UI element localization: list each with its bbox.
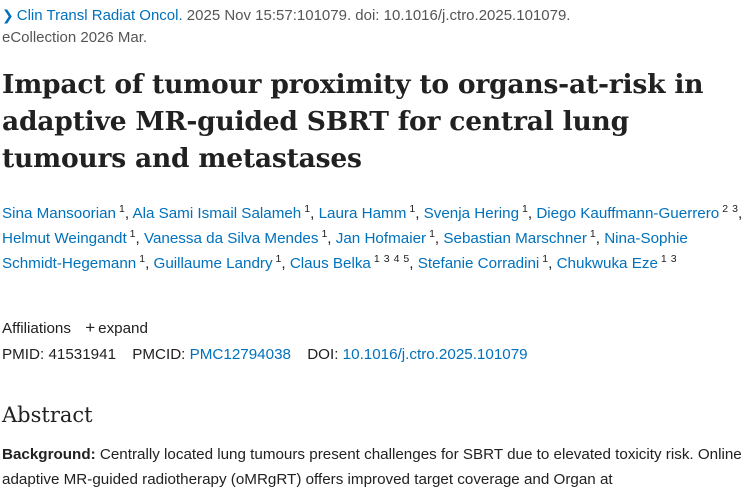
affiliation-number[interactable]: 4 — [393, 253, 400, 265]
author-link[interactable]: Nina-Sophie Schmidt-Hegemann — [2, 230, 688, 272]
affiliation-number[interactable]: 3 — [383, 253, 390, 265]
article-title: Impact of tumour proximity to organs-at-… — [2, 69, 704, 174]
abstract-text: Background: Centrally located lung tumou… — [2, 442, 750, 492]
affiliation-number[interactable]: 1 — [409, 203, 416, 215]
affiliation-numbers: 1 — [542, 253, 548, 265]
affiliation-number[interactable]: 1 — [660, 253, 667, 265]
affiliation-number[interactable]: 1 — [304, 203, 311, 215]
author-link[interactable]: Helmut Weingandt — [2, 230, 127, 247]
affiliation-number[interactable]: 1 — [522, 203, 528, 215]
author-entry: Svenja Hering 1 — [423, 203, 528, 222]
affiliation-number[interactable]: 1 — [429, 228, 435, 240]
affiliation-numbers: 1 — [522, 203, 528, 215]
author-list: Sina Mansoorian 1, Ala Sami Ismail Salame… — [2, 203, 743, 272]
author-entry: Diego Kauffmann-Guerrero 2 3 — [536, 203, 738, 222]
author-entry: Helmut Weingandt 1 — [2, 228, 136, 247]
affiliation-number[interactable]: 1 — [129, 228, 136, 240]
affiliation-numbers: 1 — [119, 203, 125, 215]
doi-label: DOI: — [307, 346, 339, 363]
affiliation-numbers: 1 — [590, 228, 596, 240]
pmid-label: PMID: — [2, 346, 45, 363]
affiliation-number[interactable]: 1 — [139, 253, 146, 265]
affiliation-number[interactable]: 1 — [373, 253, 380, 265]
author-link[interactable]: Claus Belka — [289, 255, 371, 272]
expand-label: expand — [98, 320, 148, 337]
affiliation-numbers: 1 — [409, 203, 415, 215]
affiliation-number[interactable]: 1 — [118, 203, 125, 215]
affiliation-numbers: 1 — [276, 253, 282, 265]
author-link[interactable]: Diego Kauffmann-Guerrero — [536, 205, 720, 222]
author-link[interactable]: Vanessa da Silva Mendes — [143, 230, 319, 247]
pmid-value: 41531941 — [48, 346, 117, 363]
author-link[interactable]: Svenja Hering — [423, 205, 520, 222]
affiliation-number[interactable]: 5 — [403, 253, 410, 265]
author-link[interactable]: Jan Hofmaier — [335, 230, 427, 247]
author-link[interactable]: Stefanie Corradini — [417, 255, 540, 272]
affiliation-numbers: 1 — [429, 228, 435, 240]
chevron-right-icon[interactable]: ❯ — [2, 7, 14, 23]
author-entry: Nina-Sophie Schmidt-Hegemann 1 — [2, 230, 688, 272]
affiliation-number[interactable]: 1 — [321, 228, 328, 240]
affiliation-numbers: 1 — [321, 228, 327, 240]
affiliations-label: Affiliations — [2, 320, 71, 337]
author-entry: Sebastian Marschner 1 — [443, 228, 596, 247]
affiliation-numbers: 1 — [304, 203, 310, 215]
citation: ❯ Clin Transl Radiat Oncol. 2025 Nov 15:5… — [2, 4, 742, 49]
affiliation-numbers: 1 — [130, 228, 136, 240]
author-link[interactable]: Laura Hamm — [318, 205, 407, 222]
affiliation-number[interactable]: 2 — [722, 203, 729, 215]
author-entry: Guillaume Landry 1 — [153, 253, 282, 272]
author-entry: Sina Mansoorian 1 — [2, 203, 125, 222]
affiliation-number[interactable]: 1 — [275, 253, 282, 265]
author-link[interactable]: Sina Mansoorian — [2, 205, 116, 222]
author-entry: Stefanie Corradini 1 — [417, 253, 548, 272]
journal-link[interactable]: Clin Transl Radiat Oncol. — [16, 7, 183, 24]
author-link[interactable]: Guillaume Landry — [153, 255, 273, 272]
author-link[interactable]: Sebastian Marschner — [443, 230, 587, 247]
affiliation-number[interactable]: 1 — [542, 253, 549, 265]
background-label: Background: — [2, 446, 96, 463]
pmcid-link[interactable]: PMC12794038 — [189, 346, 291, 363]
affiliation-numbers: 1 — [139, 253, 145, 265]
author-link[interactable]: Ala Sami Ismail Salameh — [132, 205, 302, 222]
author-entry: Laura Hamm 1 — [318, 203, 416, 222]
affiliation-number[interactable]: 3 — [670, 253, 677, 265]
citation-details: 2025 Nov 15:57:101079. doi: 10.1016/j.ct… — [182, 7, 571, 24]
author-entry: Ala Sami Ismail Salameh 1 — [132, 203, 310, 222]
author-link[interactable]: Chukwuka Eze — [556, 255, 658, 272]
citation-ecollection: eCollection 2026 Mar. — [2, 29, 148, 46]
affiliations-expand-button[interactable]: + expand — [85, 318, 148, 337]
abstract-heading: Abstract — [2, 403, 93, 427]
author-entry: Claus Belka 1 3 4 5 — [289, 253, 409, 272]
affiliations-row: Affiliations + expand — [2, 317, 148, 340]
doi-link[interactable]: 10.1016/j.ctro.2025.101079 — [342, 346, 528, 363]
plus-icon: + — [85, 318, 96, 337]
author-entry: Chukwuka Eze 1 3 — [556, 253, 677, 272]
author-entry: Jan Hofmaier 1 — [335, 228, 435, 247]
affiliation-number[interactable]: 3 — [732, 203, 738, 215]
pmcid-label: PMCID: — [132, 346, 186, 363]
background-text: Centrally located lung tumours present c… — [2, 446, 742, 488]
author-entry: Vanessa da Silva Mendes 1 — [143, 228, 327, 247]
article-identifiers: PMID: 41531941 PMCID: PMC12794038 DOI: 1… — [2, 344, 528, 366]
affiliation-number[interactable]: 1 — [589, 228, 596, 240]
